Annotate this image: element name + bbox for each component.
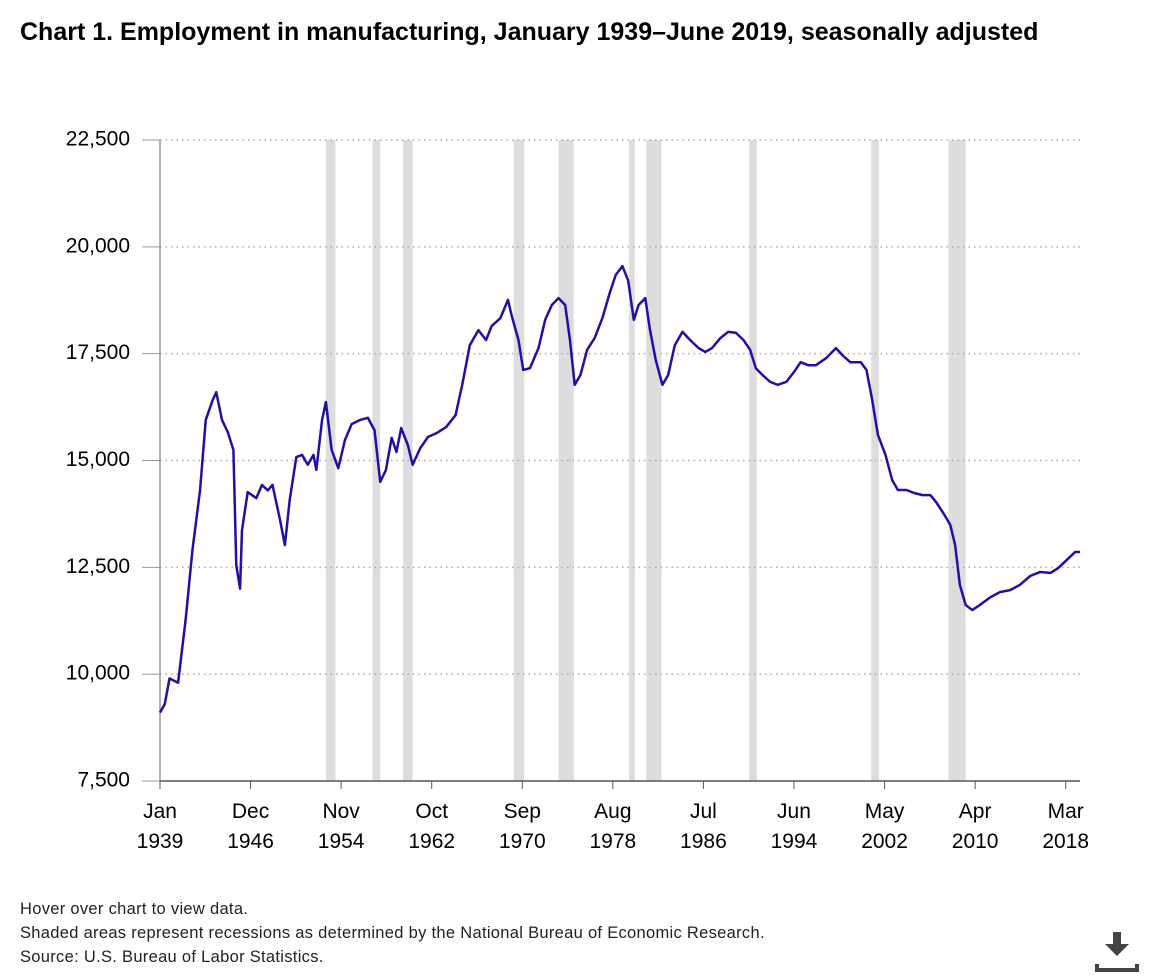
recession-band (749, 140, 757, 781)
x-tick-label: Jul 1986 (680, 800, 727, 853)
note: Source: U.S. Bureau of Labor Statistics. (20, 948, 324, 966)
y-tick-label: 20,000 (66, 234, 130, 257)
recession-band (646, 140, 662, 781)
recession-band (558, 140, 574, 781)
y-tick-label: 22,500 (66, 128, 130, 151)
recession-band (629, 140, 635, 781)
x-tick-label: Oct 1962 (408, 800, 456, 853)
x-tick-label: Jan 1939 (136, 800, 184, 853)
note: Hover over chart to view data. (20, 900, 249, 918)
x-tick-label: Jun 1994 (770, 800, 818, 853)
y-tick-label: 10,000 (66, 662, 130, 685)
x-tick-label: Dec 1946 (227, 800, 274, 853)
x-tick-label: Aug 1978 (589, 800, 637, 853)
notes: Hover over chart to view data. Shaded are… (20, 897, 765, 969)
y-tick-label: 15,000 (66, 448, 130, 471)
data-line (158, 264, 1080, 714)
y-tick-label: 17,500 (66, 341, 130, 364)
y-tick-label: 7,500 (77, 769, 130, 792)
chart-title: Chart 1. Employment in manufacturing, Ja… (20, 18, 1039, 46)
x-tick-label: Mar 2018 (1042, 800, 1090, 853)
note: Shaded areas represent recessions as det… (20, 924, 765, 942)
recession-band (372, 140, 381, 781)
recession-band (948, 140, 966, 781)
download-icon[interactable] (1095, 932, 1139, 972)
x-tick-label: May 2002 (861, 800, 908, 853)
x-tick-label: Apr 2010 (951, 800, 999, 853)
x-tick-label: Nov 1954 (317, 800, 365, 853)
x-tick-label: Sep 1970 (498, 800, 546, 853)
y-tick-label: 12,500 (66, 555, 130, 578)
